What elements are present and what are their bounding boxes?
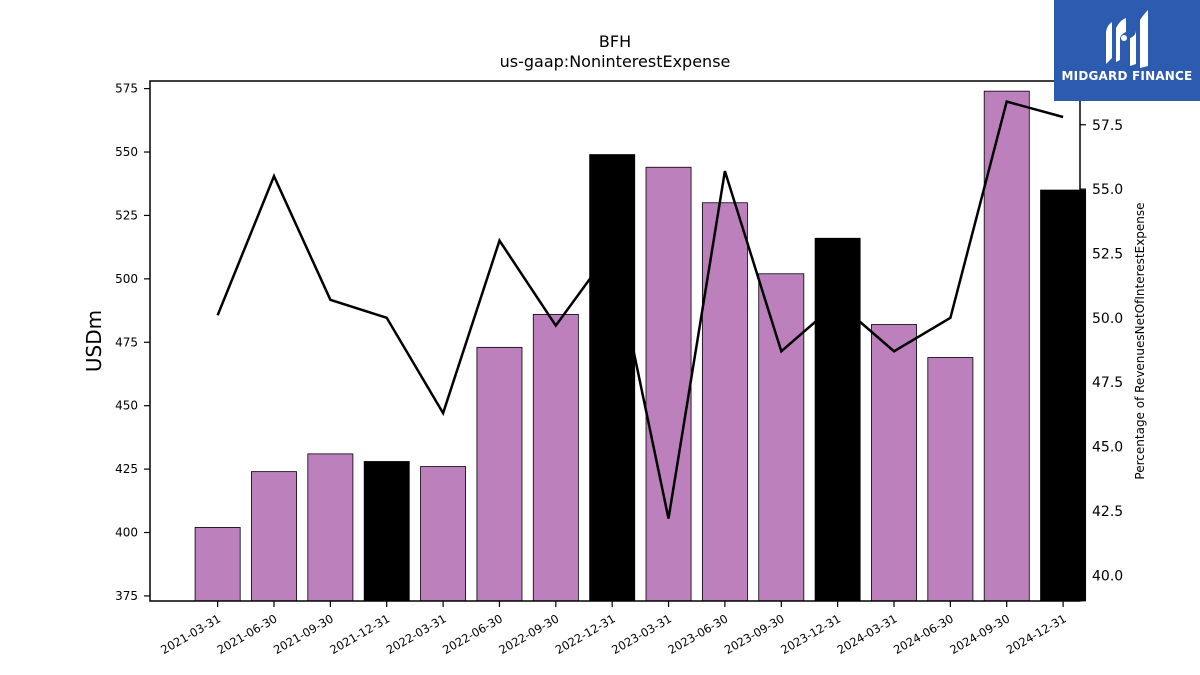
x-tick-label: 2021-09-30: [271, 611, 336, 657]
y2-tick-label: 57.5: [1092, 118, 1123, 134]
x-tick-label: 2022-06-30: [440, 611, 505, 657]
y2-axis-label: Percentage of RevenuesNetOfInterestExpen…: [1133, 202, 1147, 479]
y-tick-label: 500: [115, 272, 138, 286]
midgard-logo-icon: [1106, 10, 1148, 68]
y-tick-label: 425: [115, 462, 138, 476]
bar-2022-03-31: [420, 466, 467, 602]
y-axis-label: USDm: [82, 310, 106, 372]
midgard-finance-logo: MIDGARD FINANCE: [1054, 0, 1200, 101]
bar-2024-12-31: [1040, 189, 1087, 602]
x-tick-label: 2021-06-30: [215, 611, 280, 657]
x-tick-label: 2023-06-30: [666, 611, 731, 657]
y-axis-left: 375 400 425 450 475 500 525 550 575: [115, 82, 150, 603]
x-tick-label: 2022-12-31: [553, 611, 618, 657]
y2-tick-label: 50.0: [1092, 311, 1123, 327]
y2-tick-label: 47.5: [1092, 375, 1123, 391]
y2-tick-label: 55.0: [1092, 182, 1123, 198]
bar-2021-03-31: [194, 527, 241, 602]
percentage-line: [216, 100, 1064, 519]
y-tick-label: 525: [115, 208, 138, 222]
bar-2021-12-31: [363, 461, 410, 602]
bar-2023-03-31: [645, 166, 692, 602]
x-tick-label: 2022-09-30: [496, 611, 561, 657]
bar-series: [194, 90, 1087, 602]
x-tick-label: 2024-12-31: [1004, 611, 1069, 657]
x-axis: 2021-03-312021-06-302021-09-302021-12-31…: [158, 601, 1069, 657]
y-tick-label: 375: [115, 589, 138, 603]
x-tick-label: 2021-03-31: [158, 611, 223, 657]
y2-tick-label: 40.0: [1092, 568, 1123, 584]
bar-2023-12-31: [814, 237, 861, 602]
y2-tick-label: 45.0: [1092, 440, 1123, 456]
x-tick-label: 2023-03-31: [609, 611, 674, 657]
y-tick-label: 400: [115, 526, 138, 540]
y2-tick-label: 52.5: [1092, 246, 1123, 262]
bar-2021-09-30: [307, 453, 354, 602]
y-tick-label: 550: [115, 145, 138, 159]
x-tick-label: 2023-09-30: [722, 611, 787, 657]
x-tick-label: 2024-06-30: [891, 611, 956, 657]
x-tick-label: 2024-03-31: [835, 611, 900, 657]
y2-tick-label: 42.5: [1092, 504, 1123, 520]
x-tick-label: 2021-12-31: [327, 611, 392, 657]
x-tick-label: 2023-12-31: [778, 611, 843, 657]
bar-2024-09-30: [983, 90, 1030, 602]
bar-2023-09-30: [758, 273, 805, 602]
y-axis-right: 40.0 42.5 45.0 47.5 50.0 52.5 55.0 57.5: [1080, 118, 1123, 584]
logo-text: MIDGARD FINANCE: [1061, 69, 1193, 83]
bar-2024-03-31: [871, 324, 917, 602]
bar-2022-12-31: [589, 154, 636, 602]
bar-2022-06-30: [476, 346, 523, 602]
y-tick-label: 475: [115, 335, 138, 349]
bar-2024-06-30: [927, 357, 974, 602]
chart-subtitle: us-gaap:NoninterestExpense: [499, 52, 731, 71]
y-tick-label: 450: [115, 399, 138, 413]
bar-2021-06-30: [251, 471, 297, 602]
x-tick-label: 2024-09-30: [947, 611, 1012, 657]
y-tick-label: 575: [115, 82, 138, 96]
bar-2022-09-30: [532, 313, 579, 602]
chart-title: BFH: [598, 32, 632, 51]
plot-frame: [149, 80, 1081, 602]
x-tick-label: 2022-03-31: [384, 611, 449, 657]
